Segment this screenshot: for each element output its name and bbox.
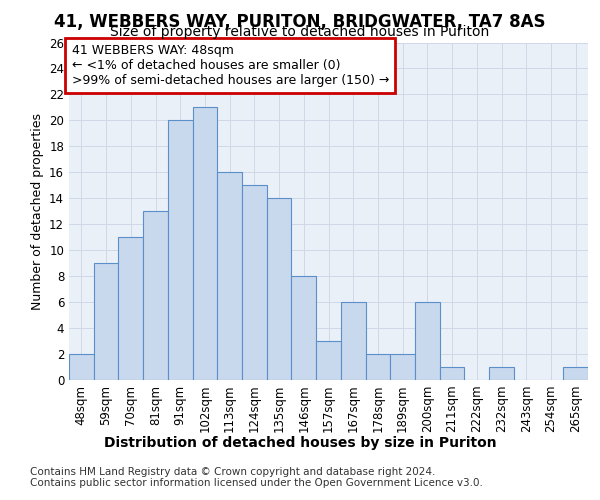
Bar <box>316 341 341 380</box>
Bar <box>193 108 217 380</box>
Bar <box>341 302 365 380</box>
Bar <box>242 186 267 380</box>
Bar <box>94 263 118 380</box>
Bar <box>118 237 143 380</box>
Bar <box>365 354 390 380</box>
Bar <box>69 354 94 380</box>
Bar <box>489 367 514 380</box>
Text: 41 WEBBERS WAY: 48sqm
← <1% of detached houses are smaller (0)
>99% of semi-deta: 41 WEBBERS WAY: 48sqm ← <1% of detached … <box>71 44 389 87</box>
Text: Contains HM Land Registry data © Crown copyright and database right 2024.
Contai: Contains HM Land Registry data © Crown c… <box>30 466 483 488</box>
Bar <box>143 211 168 380</box>
Y-axis label: Number of detached properties: Number of detached properties <box>31 113 44 310</box>
Bar <box>390 354 415 380</box>
Bar <box>292 276 316 380</box>
Text: Size of property relative to detached houses in Puriton: Size of property relative to detached ho… <box>110 25 490 39</box>
Bar <box>563 367 588 380</box>
Bar <box>168 120 193 380</box>
Text: Distribution of detached houses by size in Puriton: Distribution of detached houses by size … <box>104 436 496 450</box>
Text: 41, WEBBERS WAY, PURITON, BRIDGWATER, TA7 8AS: 41, WEBBERS WAY, PURITON, BRIDGWATER, TA… <box>54 12 546 30</box>
Bar <box>217 172 242 380</box>
Bar <box>267 198 292 380</box>
Bar <box>440 367 464 380</box>
Bar <box>415 302 440 380</box>
